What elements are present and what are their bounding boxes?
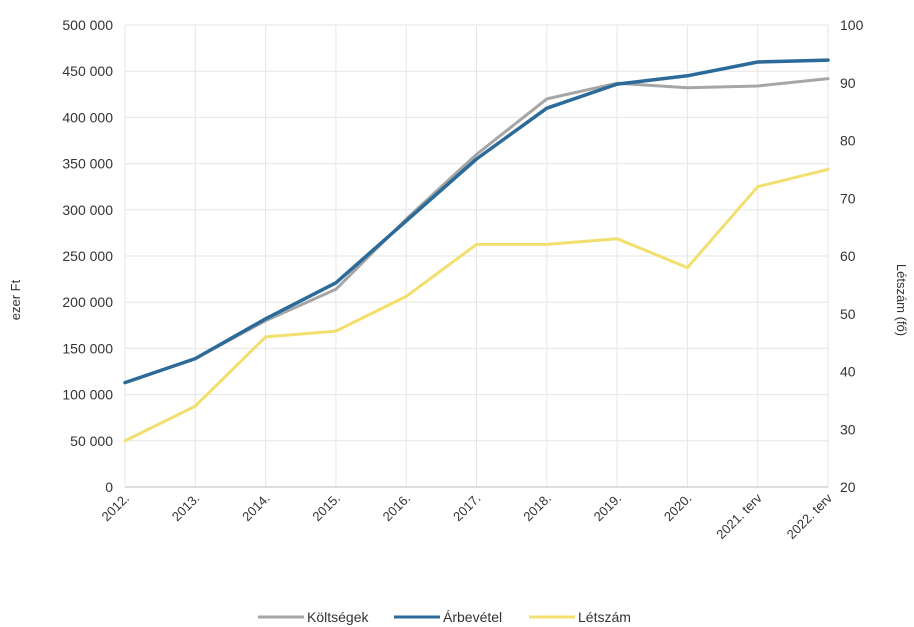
left-tick-label: 350 000 [62, 156, 113, 172]
x-tick-label: 2015. [309, 491, 343, 525]
right-axis-label: Létszám (fő) [894, 264, 909, 336]
series-line-1 [123, 58, 830, 385]
x-tick-label: 2018. [520, 491, 554, 525]
right-axis-ticks: 20 30 40 50 60 70 80 90 100 [840, 17, 864, 495]
grid-lines [124, 24, 829, 488]
right-tick-label: 20 [840, 479, 856, 495]
right-tick-label: 30 [840, 421, 856, 437]
left-tick-label: 100 000 [62, 387, 113, 403]
left-tick-label: 450 000 [62, 63, 113, 79]
right-tick-label: 40 [840, 364, 856, 380]
x-tick-label: 2019. [591, 491, 625, 525]
x-tick-label: 2013. [169, 491, 203, 525]
x-tick-label: 2022. terv [784, 490, 836, 542]
left-axis-ticks: 0 50 000 100 000 150 000 200 000 250 000 300 0… [62, 17, 113, 495]
left-tick-label: 50 000 [70, 433, 113, 449]
left-tick-label: 400 000 [62, 109, 113, 125]
right-tick-label: 90 [840, 75, 856, 91]
left-tick-label: 0 [105, 479, 113, 495]
right-tick-label: 100 [840, 17, 864, 33]
legend-label: Létszám [578, 609, 631, 625]
x-tick-label: 2017. [450, 491, 484, 525]
left-tick-label: 250 000 [62, 248, 113, 264]
series-line-2 [123, 167, 830, 443]
x-axis-ticks: 2012. 2013. 2014. 2015. 2016. 2017. 2018. 2019.… [99, 490, 836, 542]
left-tick-label: 300 000 [62, 202, 113, 218]
left-tick-label: 150 000 [62, 340, 113, 356]
x-tick-label: 2020. [661, 491, 695, 525]
legend-label: Árbevétel [443, 609, 502, 625]
right-tick-label: 60 [840, 248, 856, 264]
left-axis-label: ezer Ft [8, 279, 23, 320]
x-tick-label: 2014. [239, 491, 273, 525]
x-tick-label: 2012. [99, 491, 133, 525]
legend: Költségek Árbevétel Létszám [258, 609, 631, 625]
x-tick-label: 2016. [380, 491, 414, 525]
right-tick-label: 50 [840, 306, 856, 322]
left-tick-label: 200 000 [62, 294, 113, 310]
series-layer [123, 58, 830, 443]
legend-label: Költségek [307, 609, 369, 625]
x-tick-label: 2021. terv [713, 490, 765, 542]
left-tick-label: 500 000 [62, 17, 113, 33]
right-tick-label: 80 [840, 133, 856, 149]
right-tick-label: 70 [840, 190, 856, 206]
